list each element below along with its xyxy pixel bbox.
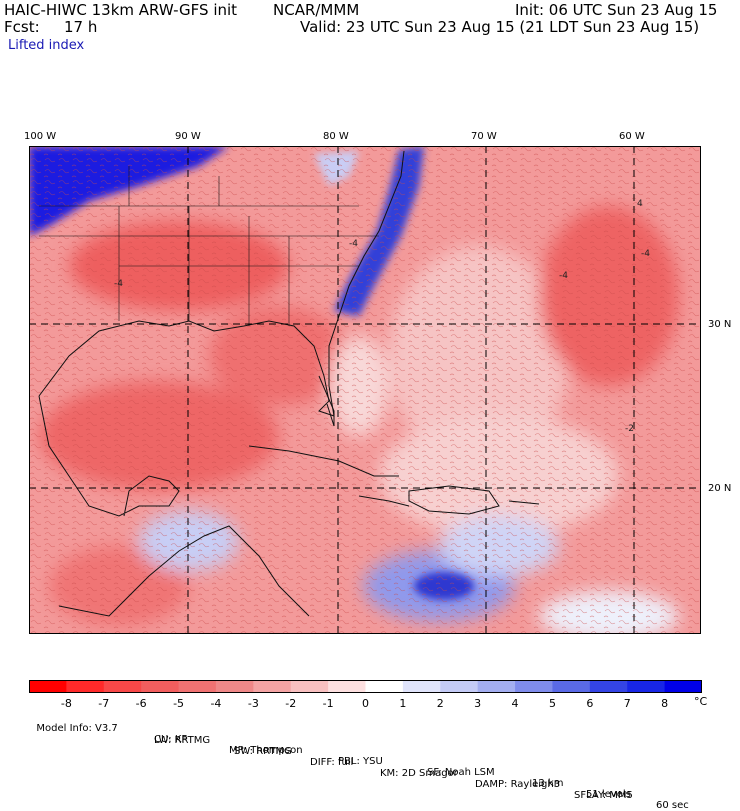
model-title: HAIC-HIWC 13km ARW-GFS init (4, 1, 238, 19)
colorbar-cell (178, 680, 217, 693)
colorbar-border (29, 680, 702, 693)
colorbar-cell (290, 680, 329, 693)
colorbar-cell (552, 680, 591, 693)
model-info-line1: Model Info: V3.7 CU: KF MP: Thompson PBL… (30, 712, 688, 811)
colorbar-cell (627, 680, 666, 693)
colorbar-unit: °C (694, 695, 708, 708)
lon-label-70w: 70 W (471, 131, 497, 142)
info-timestep: 60 sec (656, 800, 689, 811)
contour-label: -4 (559, 271, 568, 281)
colorbar-tick-label: -3 (247, 697, 259, 710)
colorbar-cell (253, 680, 292, 693)
colorbar-cell (215, 680, 254, 693)
info-lw: LW: RRTMG (154, 735, 211, 746)
colorbar-tick-label: -7 (98, 697, 110, 710)
forecast-label: Fcst: (4, 18, 40, 36)
organization: NCAR/MMM (273, 1, 360, 19)
lat-label-30n: 30 N (708, 319, 732, 330)
lifted-index-map: -4 -4 -2 -4 4 -4 (29, 146, 701, 634)
colorbar-tick-label: -8 (60, 697, 72, 710)
valid-time: Valid: 23 UTC Sun 23 Aug 15 (21 LDT Sun … (300, 18, 700, 36)
colorbar-tick-label: 5 (548, 697, 556, 710)
colorbar-tick-label: -2 (285, 697, 297, 710)
colorbar-cell (515, 680, 553, 693)
lat-label-20n: 20 N (708, 483, 732, 494)
contour-label: 4 (637, 199, 643, 209)
contour-texture (29, 146, 701, 634)
lon-label-90w: 90 W (175, 131, 201, 142)
colorbar-tick-label: 6 (586, 697, 594, 710)
info-damp: DAMP: Rayleigh3 (475, 779, 561, 790)
colorbar-cell (328, 680, 366, 693)
colorbar-tick-label: -4 (210, 697, 222, 710)
colorbar-tick-label: 4 (511, 697, 519, 710)
lon-label-80w: 80 W (323, 131, 349, 142)
colorbar-cell (440, 680, 479, 693)
info-model: Model Info: V3.7 (36, 723, 118, 734)
colorbar-cell (103, 680, 142, 693)
contour-label: -4 (349, 239, 358, 249)
forecast-hour: 17 h (64, 18, 98, 36)
colorbar-cell (402, 680, 441, 693)
colorbar-tick-label: -5 (173, 697, 185, 710)
latlon-grid (29, 146, 701, 634)
lon-label-60w: 60 W (619, 131, 645, 142)
colorbar-tick-label: -6 (135, 697, 147, 710)
colorbar-tick-label: 8 (661, 697, 669, 710)
coastlines (38, 150, 540, 617)
info-sflay: SFLAY: MM5 (574, 790, 633, 801)
field-name: Lifted index (8, 38, 85, 53)
lon-label-100w: 100 W (24, 131, 57, 142)
colorbar-tick-label: 2 (436, 697, 444, 710)
colorbar-cell (664, 680, 702, 693)
colorbar-tick-label: -1 (322, 697, 334, 710)
contour-label: -4 (114, 279, 123, 289)
colorbar-cell (365, 680, 404, 693)
map-border (29, 146, 701, 634)
colorbar-tick-label: 1 (399, 697, 407, 710)
colorbar (29, 680, 702, 693)
colorbar-tick-label: 3 (474, 697, 482, 710)
model-info-line2: LW: RRTMG SW: RRTMG DIFF: full KM: 2D Sm… (30, 724, 633, 801)
info-km: KM: 2D Smagor (380, 768, 458, 779)
contour-label: -2 (625, 424, 634, 434)
colorbar-tick-label: 7 (623, 697, 631, 710)
contour-label: -4 (641, 249, 650, 259)
colorbar-cell (66, 680, 105, 693)
info-diff: DIFF: full (310, 757, 354, 768)
info-sw: SW: RRTMG (234, 746, 292, 757)
init-time: Init: 06 UTC Sun 23 Aug 15 (515, 1, 718, 19)
colorbar-cell (141, 680, 180, 693)
colorbar-cell (29, 680, 67, 693)
colorbar-cell (589, 680, 628, 693)
colorbar-tick-label: 0 (362, 697, 369, 710)
colorbar-cell (477, 680, 516, 693)
